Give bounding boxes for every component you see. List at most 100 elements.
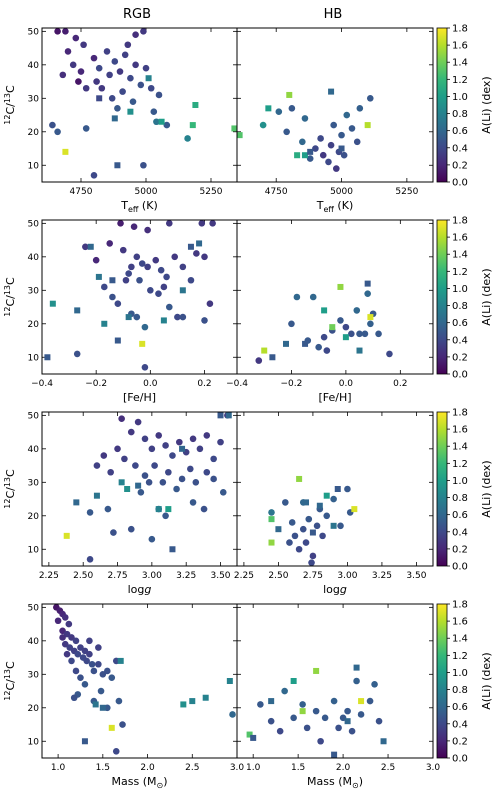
- data-point-circle: [132, 462, 139, 469]
- data-point-square: [63, 532, 70, 539]
- data-point-square: [189, 122, 196, 129]
- data-point-circle: [86, 556, 94, 563]
- data-point-circle: [95, 660, 102, 668]
- data-point-circle: [333, 165, 340, 172]
- data-point-circle: [169, 452, 176, 459]
- data-point-circle: [366, 697, 374, 705]
- data-point-circle: [321, 714, 329, 722]
- col-title-rgb: RGB: [123, 7, 151, 22]
- data-point-circle: [145, 479, 153, 486]
- data-point-circle: [61, 614, 69, 621]
- x-tick-label: 2.0: [336, 763, 351, 773]
- axes-frame: [41, 603, 238, 759]
- data-point-square: [275, 526, 282, 533]
- axes-frame: [236, 603, 434, 759]
- x-tick-label: 0.0: [339, 379, 354, 389]
- x-tick-label: 3.0: [426, 763, 441, 773]
- colorbar-tick-label: 1.8: [452, 216, 468, 227]
- data-point-circle: [323, 512, 331, 520]
- y-tick-label: 50: [28, 411, 40, 421]
- data-point-square: [301, 152, 308, 159]
- data-point-circle: [288, 320, 295, 328]
- x-tick-label: 3.00: [142, 571, 162, 581]
- x-tick-label: 2.0: [140, 763, 155, 773]
- data-point-circle: [317, 135, 324, 142]
- data-point-circle: [153, 118, 160, 126]
- y-axis-label: 12C/13C: [3, 469, 17, 509]
- data-point-square: [268, 698, 275, 705]
- data-point-circle: [103, 667, 111, 675]
- data-point-circle: [209, 220, 216, 227]
- data-point-circle: [259, 121, 267, 129]
- data-point-circle: [309, 293, 317, 301]
- colorbar-tick-label: 1.8: [452, 600, 468, 611]
- y-tick-label: 40: [28, 637, 40, 647]
- data-point-circle: [127, 428, 135, 436]
- data-point-circle: [219, 489, 227, 496]
- data-point-circle: [83, 657, 91, 665]
- colorbar-tick-label: 1.0: [452, 284, 468, 295]
- colorbar-label: A(Li) (dex): [480, 460, 493, 517]
- data-point-circle: [338, 131, 345, 139]
- data-point-circle: [95, 64, 103, 72]
- data-point-circle: [141, 323, 149, 331]
- colorbar-tick-label: 0.8: [452, 109, 468, 120]
- data-point-circle: [144, 226, 151, 234]
- data-point-circle: [81, 681, 89, 688]
- panel-rgb-3: 1.0 1.5 2.0 2.5 3.0 10 20 30 40 50: [28, 603, 245, 773]
- data-point-square: [196, 240, 203, 247]
- data-point-square: [87, 243, 94, 250]
- data-point-circle: [54, 28, 61, 35]
- chart-rows: 4750 5000 5250 10 20 30 40 50 4750 5000 5250 Teff (…: [3, 24, 493, 791]
- colorbar-tick-label: 1.8: [452, 24, 468, 35]
- data-point-circle: [306, 155, 314, 162]
- data-point-circle: [200, 505, 208, 513]
- data-point-circle: [337, 317, 344, 324]
- data-point-circle: [198, 220, 206, 227]
- panel-hb-3: 1.0 1.5 2.0 2.5 3.0: [236, 603, 441, 773]
- data-point-circle: [366, 95, 374, 102]
- data-point-square: [158, 118, 165, 125]
- data-point-circle: [193, 250, 200, 257]
- colorbar-label: A(Li) (dex): [480, 268, 493, 325]
- x-axis-label: [Fe/H]: [318, 391, 351, 404]
- data-point-circle: [386, 350, 393, 358]
- data-point-circle: [59, 634, 66, 641]
- data-point-circle: [174, 313, 181, 321]
- data-point-circle: [69, 61, 77, 69]
- data-point-circle: [281, 687, 288, 695]
- data-point-circle: [155, 91, 163, 99]
- data-point-square: [81, 738, 88, 745]
- x-tick-label: 0.2: [197, 379, 211, 389]
- data-point-circle: [82, 84, 90, 92]
- data-point-circle: [151, 462, 158, 469]
- x-axis-label: Mass (M⊙): [307, 775, 363, 790]
- x-tick-label: 3.0: [230, 763, 245, 773]
- colorbar-tick-label: 1.0: [452, 668, 468, 679]
- data-point-circle: [196, 445, 204, 453]
- x-tick-label: 0.0: [143, 379, 158, 389]
- data-point-square: [265, 105, 272, 112]
- x-tick-label: 2.75: [303, 571, 323, 581]
- data-point-square: [117, 657, 124, 664]
- data-point-circle: [118, 415, 125, 422]
- data-point-circle: [375, 330, 382, 338]
- data-point-square: [353, 664, 360, 671]
- data-point-circle: [80, 41, 87, 49]
- data-point-circle: [117, 220, 124, 227]
- data-point-square: [342, 334, 349, 341]
- y-tick-label: 10: [28, 737, 40, 747]
- data-point-circle: [330, 697, 338, 705]
- data-point-square: [114, 337, 121, 344]
- data-point-square: [321, 307, 328, 314]
- data-point-square: [268, 539, 275, 546]
- data-point-circle: [122, 276, 130, 284]
- data-point-circle: [160, 283, 168, 291]
- data-point-circle: [348, 727, 356, 735]
- colorbar-tick-label: 0.4: [452, 527, 468, 538]
- data-point-square: [316, 502, 323, 509]
- data-point-circle: [325, 158, 332, 166]
- data-point-square: [290, 678, 297, 684]
- data-point-circle: [77, 68, 85, 75]
